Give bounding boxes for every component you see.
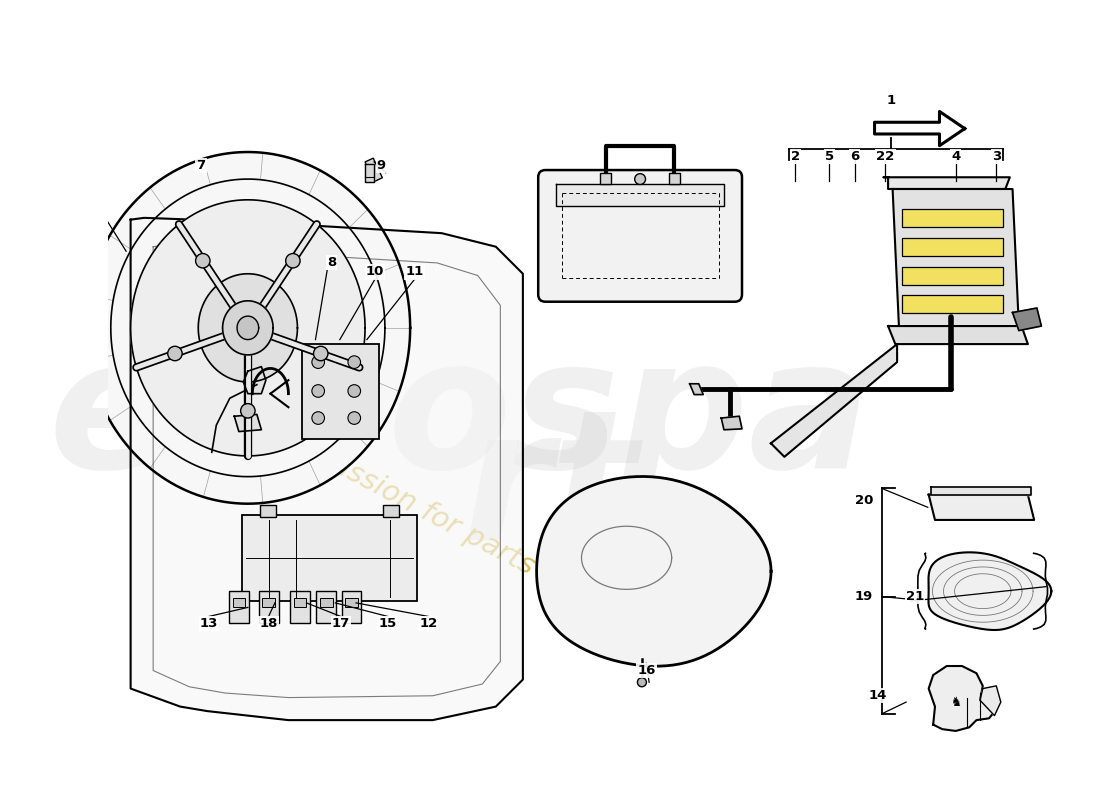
Text: a passion for parts since 1985: a passion for parts since 1985 bbox=[286, 429, 688, 660]
Text: 19: 19 bbox=[855, 590, 873, 603]
Text: 18: 18 bbox=[260, 617, 278, 630]
Circle shape bbox=[348, 412, 361, 424]
Bar bbox=[365, 158, 383, 182]
Circle shape bbox=[635, 174, 646, 185]
Polygon shape bbox=[222, 301, 273, 355]
Circle shape bbox=[348, 356, 361, 369]
Bar bbox=[669, 173, 680, 183]
Text: 21: 21 bbox=[906, 590, 924, 603]
Text: 6: 6 bbox=[850, 150, 859, 163]
Circle shape bbox=[241, 404, 255, 418]
Text: 20: 20 bbox=[855, 494, 873, 507]
Polygon shape bbox=[892, 189, 1019, 326]
Text: 4: 4 bbox=[952, 150, 960, 163]
Polygon shape bbox=[236, 316, 258, 339]
Text: 22: 22 bbox=[877, 150, 894, 163]
Text: 13: 13 bbox=[200, 617, 218, 630]
Text: rt: rt bbox=[462, 402, 638, 578]
Text: 3: 3 bbox=[992, 150, 1001, 163]
Polygon shape bbox=[557, 185, 724, 206]
Text: 2: 2 bbox=[791, 150, 800, 163]
Circle shape bbox=[312, 412, 324, 424]
Text: ♞: ♞ bbox=[950, 695, 961, 709]
Bar bbox=[242, 515, 417, 601]
Polygon shape bbox=[883, 178, 1010, 189]
Polygon shape bbox=[928, 666, 997, 731]
Text: 11: 11 bbox=[406, 266, 424, 278]
Text: 10: 10 bbox=[366, 266, 384, 278]
Bar bbox=[258, 591, 278, 622]
Polygon shape bbox=[365, 164, 374, 182]
Polygon shape bbox=[928, 494, 1034, 520]
Polygon shape bbox=[234, 414, 262, 431]
Bar bbox=[902, 266, 1002, 285]
Bar bbox=[601, 173, 612, 183]
Bar bbox=[345, 598, 358, 607]
Polygon shape bbox=[888, 326, 1027, 344]
Bar bbox=[342, 591, 362, 622]
FancyBboxPatch shape bbox=[538, 170, 742, 302]
Bar bbox=[320, 598, 332, 607]
Text: 8: 8 bbox=[327, 257, 337, 270]
Polygon shape bbox=[86, 152, 410, 504]
Bar bbox=[902, 209, 1002, 227]
Bar bbox=[262, 598, 275, 607]
Circle shape bbox=[312, 385, 324, 398]
Polygon shape bbox=[131, 218, 522, 720]
Polygon shape bbox=[722, 416, 742, 430]
Polygon shape bbox=[980, 686, 1001, 716]
Text: 17: 17 bbox=[331, 617, 350, 630]
Bar bbox=[232, 598, 245, 607]
Polygon shape bbox=[537, 477, 771, 666]
Text: 1: 1 bbox=[887, 94, 895, 107]
Polygon shape bbox=[690, 384, 703, 394]
Polygon shape bbox=[131, 200, 365, 456]
Circle shape bbox=[314, 346, 328, 361]
Text: 16: 16 bbox=[637, 664, 656, 677]
Polygon shape bbox=[874, 111, 965, 146]
Text: eurospa: eurospa bbox=[48, 330, 871, 506]
Bar bbox=[294, 598, 307, 607]
Bar bbox=[383, 505, 399, 518]
Polygon shape bbox=[198, 274, 297, 382]
Circle shape bbox=[196, 254, 210, 268]
Text: 15: 15 bbox=[378, 617, 397, 630]
Circle shape bbox=[312, 356, 324, 369]
Polygon shape bbox=[928, 552, 1052, 630]
Bar bbox=[229, 591, 249, 622]
Circle shape bbox=[637, 678, 647, 686]
Polygon shape bbox=[932, 487, 1031, 494]
Text: 7: 7 bbox=[197, 159, 206, 172]
Bar bbox=[290, 591, 310, 622]
Bar bbox=[302, 344, 378, 438]
Polygon shape bbox=[771, 344, 898, 457]
Bar bbox=[902, 295, 1002, 314]
Text: 14: 14 bbox=[868, 690, 887, 702]
Circle shape bbox=[286, 254, 300, 268]
Polygon shape bbox=[1012, 308, 1042, 330]
Text: 12: 12 bbox=[419, 617, 438, 630]
Bar bbox=[317, 591, 337, 622]
Bar bbox=[902, 238, 1002, 256]
Text: 5: 5 bbox=[825, 150, 834, 163]
Bar bbox=[260, 505, 276, 518]
Text: 9: 9 bbox=[376, 159, 386, 172]
Circle shape bbox=[348, 385, 361, 398]
Polygon shape bbox=[243, 366, 266, 394]
Circle shape bbox=[167, 346, 183, 361]
